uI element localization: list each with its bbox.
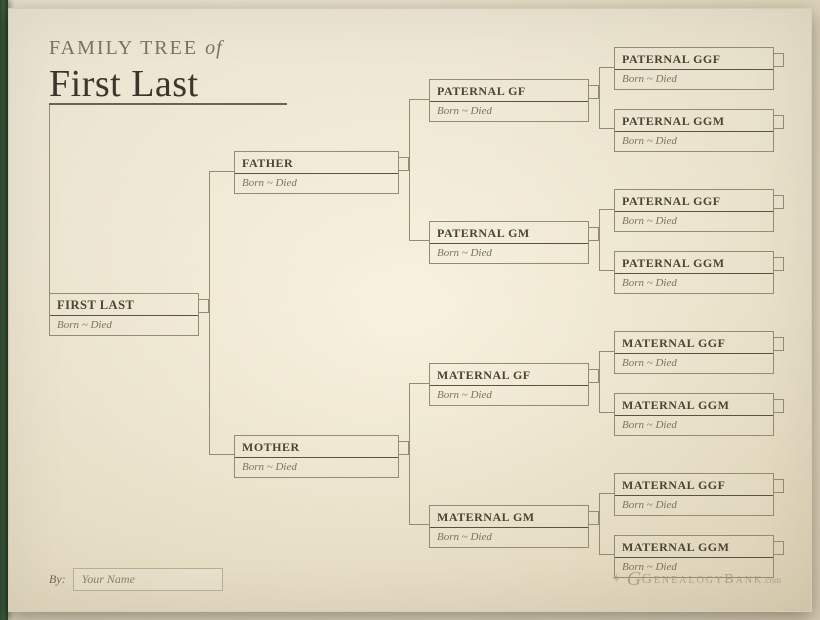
person-mat-ggf-1: MATERNAL GGF Born ~ Died xyxy=(614,331,774,374)
connector-mother-bracket xyxy=(409,383,429,525)
stub-pat-gm xyxy=(589,227,599,241)
person-root-name: FIRST LAST xyxy=(50,294,198,316)
person-mat-ggf-2: MATERNAL GGF Born ~ Died xyxy=(614,473,774,516)
stub-g3-6 xyxy=(774,399,784,413)
connector-matgf-bracket xyxy=(599,351,614,413)
connector-matgm-bracket xyxy=(599,493,614,555)
person-mat-gf-name: MATERNAL GF xyxy=(430,364,588,386)
person-pat-ggm-2: PATERNAL GGM Born ~ Died xyxy=(614,251,774,294)
person-pat-ggm-1-dates: Born ~ Died xyxy=(615,132,773,151)
stub-g3-2 xyxy=(774,115,784,129)
person-mat-ggm-1: MATERNAL GGM Born ~ Died xyxy=(614,393,774,436)
connector-father-bracket xyxy=(409,99,429,241)
connector-root-bracket xyxy=(209,171,234,455)
stub-g3-8 xyxy=(774,541,784,555)
stub-father xyxy=(399,157,409,171)
person-pat-ggm-2-dates: Born ~ Died xyxy=(615,274,773,293)
person-mat-gm: MATERNAL GM Born ~ Died xyxy=(429,505,589,548)
connector-patgf-bracket xyxy=(599,67,614,129)
person-mat-ggf-2-dates: Born ~ Died xyxy=(615,496,773,515)
person-mat-gf-dates: Born ~ Died xyxy=(430,386,588,405)
stub-mother xyxy=(399,441,409,455)
stub-g3-7 xyxy=(774,479,784,493)
stub-g3-3 xyxy=(774,195,784,209)
person-mat-ggm-1-name: MATERNAL GGM xyxy=(615,394,773,416)
person-pat-ggm-1-name: PATERNAL GGM xyxy=(615,110,773,132)
person-father-dates: Born ~ Died xyxy=(235,174,398,193)
person-mat-gm-dates: Born ~ Died xyxy=(430,528,588,547)
person-pat-ggf-2-dates: Born ~ Died xyxy=(615,212,773,231)
title-name: First Last xyxy=(49,62,223,106)
paper-sheet: FAMILY TREE of First Last FIRST LAST Bor… xyxy=(8,8,812,612)
person-mat-ggf-1-dates: Born ~ Died xyxy=(615,354,773,373)
person-pat-ggf-2-name: PATERNAL GGF xyxy=(615,190,773,212)
person-pat-gf-name: PATERNAL GF xyxy=(430,80,588,102)
title-underline xyxy=(49,103,287,105)
stub-mat-gf xyxy=(589,369,599,383)
person-pat-gf: PATERNAL GF Born ~ Died xyxy=(429,79,589,122)
title-family-tree: FAMILY TREE xyxy=(49,37,198,59)
person-mat-ggm-1-dates: Born ~ Died xyxy=(615,416,773,435)
person-mother-dates: Born ~ Died xyxy=(235,458,398,477)
person-pat-ggm-2-name: PATERNAL GGM xyxy=(615,252,773,274)
person-father: FATHER Born ~ Died xyxy=(234,151,399,194)
connector-patgm-bracket xyxy=(599,209,614,271)
stub-g3-1 xyxy=(774,53,784,67)
person-mat-gf: MATERNAL GF Born ~ Died xyxy=(429,363,589,406)
byline: By: Your Name xyxy=(49,568,223,591)
person-mat-ggf-2-name: MATERNAL GGF xyxy=(615,474,773,496)
person-root-dates: Born ~ Died xyxy=(50,316,198,335)
binding-spine xyxy=(0,0,8,620)
person-mat-ggf-1-name: MATERNAL GGF xyxy=(615,332,773,354)
person-pat-ggf-1-dates: Born ~ Died xyxy=(615,70,773,89)
stub-g3-5 xyxy=(774,337,784,351)
person-pat-gf-dates: Born ~ Died xyxy=(430,102,588,121)
tree-icon: ✦ xyxy=(611,572,623,587)
title-of: of xyxy=(205,37,223,59)
connector-title-to-root xyxy=(49,105,50,293)
person-pat-ggf-1-name: PATERNAL GGF xyxy=(615,48,773,70)
byline-value: Your Name xyxy=(73,568,223,591)
person-mat-gm-name: MATERNAL GM xyxy=(430,506,588,528)
title-line1: FAMILY TREE of xyxy=(49,37,223,60)
person-father-name: FATHER xyxy=(235,152,398,174)
person-pat-ggf-1: PATERNAL GGF Born ~ Died xyxy=(614,47,774,90)
person-pat-ggm-1: PATERNAL GGM Born ~ Died xyxy=(614,109,774,152)
person-pat-gm: PATERNAL GM Born ~ Died xyxy=(429,221,589,264)
title-block: FAMILY TREE of First Last xyxy=(49,37,223,106)
person-mat-ggm-2-name: MATERNAL GGM xyxy=(615,536,773,558)
stub-root xyxy=(199,299,209,313)
brand-text: GenealogyBank xyxy=(642,572,764,587)
stub-g3-4 xyxy=(774,257,784,271)
byline-label: By: xyxy=(49,572,66,586)
brand-logo: ✦GGenealogyBank.com xyxy=(611,568,781,591)
person-pat-gm-name: PATERNAL GM xyxy=(430,222,588,244)
person-mother: MOTHER Born ~ Died xyxy=(234,435,399,478)
stub-pat-gf xyxy=(589,85,599,99)
stub-mat-gm xyxy=(589,511,599,525)
person-pat-gm-dates: Born ~ Died xyxy=(430,244,588,263)
person-root: FIRST LAST Born ~ Died xyxy=(49,293,199,336)
person-mother-name: MOTHER xyxy=(235,436,398,458)
person-pat-ggf-2: PATERNAL GGF Born ~ Died xyxy=(614,189,774,232)
